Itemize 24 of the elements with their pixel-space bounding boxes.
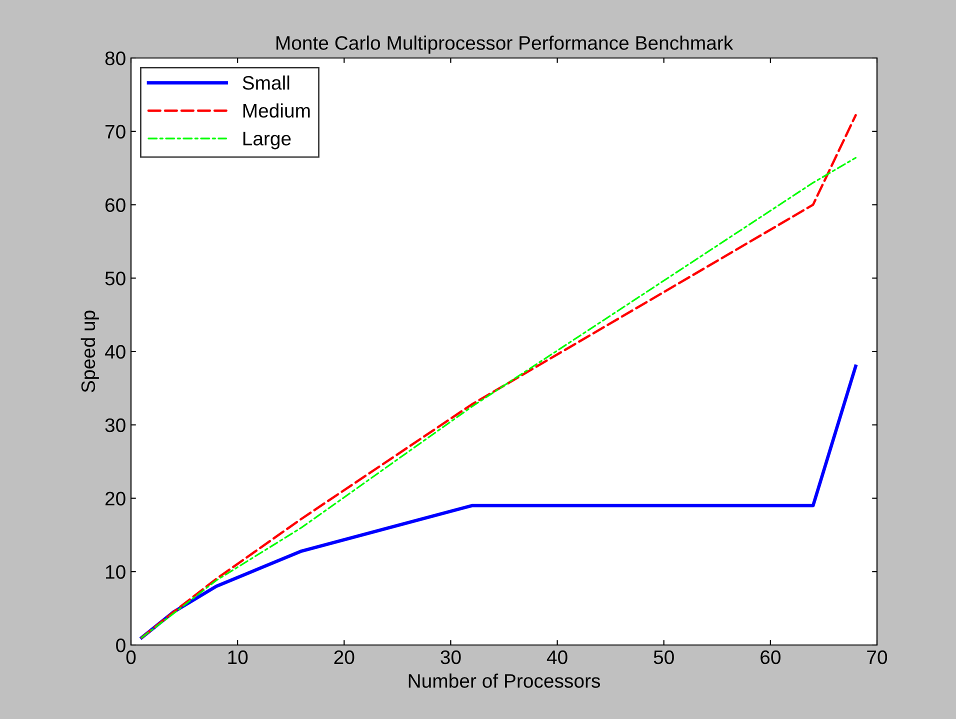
y-tick-label: 80 [105, 51, 126, 66]
y-tick-label: 10 [106, 565, 126, 579]
x-tick-label: 70 [867, 650, 888, 664]
legend-label: Medium [243, 103, 310, 118]
x-tick-label: 60 [760, 650, 780, 664]
x-tick-label: 50 [654, 650, 674, 664]
y-tick-label: 40 [104, 344, 126, 359]
line-series [140, 364, 858, 640]
y-tick-label: 20 [105, 492, 126, 506]
y-tick-label: 30 [105, 418, 126, 432]
y-tick-label: 50 [105, 272, 126, 286]
y-tick-label: 60 [106, 198, 126, 212]
x-tick-label: 10 [228, 650, 248, 664]
x-axis-title: Number of Processors [408, 674, 600, 688]
y-tick-label: 0 [116, 638, 126, 652]
legend-label: Small [242, 76, 290, 90]
x-tick-label: 20 [334, 650, 354, 664]
y-axis-title: Speed up [80, 310, 99, 392]
legend-label: Large [243, 132, 291, 150]
chart-title: Monte Carlo Multiprocessor Performance Benchmark [276, 36, 734, 54]
x-tick-label: 40 [546, 650, 568, 664]
y-tick-label: 70 [106, 124, 126, 139]
x-tick-label: 0 [126, 650, 136, 664]
x-tick-label: 30 [440, 650, 461, 664]
